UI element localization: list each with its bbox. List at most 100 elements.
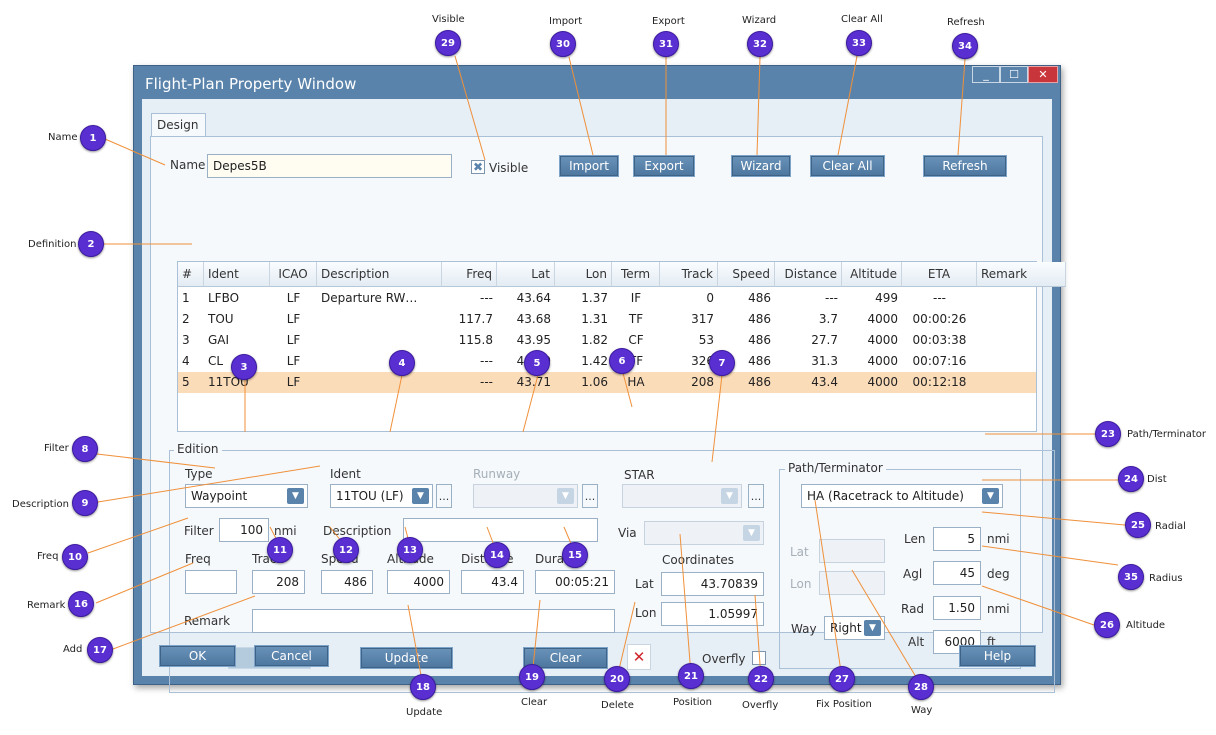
distance-input[interactable]: 43.4 [461, 570, 524, 594]
table-row[interactable]: 1 LFBO LF Departure RW… --- 43.64 1.37 IF 0 486 --… [178, 288, 1036, 309]
lon-input[interactable]: 1.05997 [661, 602, 764, 626]
table-cell: LFBO [208, 291, 240, 305]
table-cell: TOU [208, 312, 234, 326]
table-cell: 43.71 [516, 375, 551, 389]
table-cell: 00:12:18 [912, 375, 967, 389]
table-cell: 2 [182, 312, 190, 326]
ident-combo[interactable]: 11TOU (LF) ▼ [330, 484, 433, 508]
type-combo[interactable]: Waypoint ▼ [185, 484, 308, 508]
design-panel: Name Depes5B ✖ Visible Import Export Wiz… [150, 136, 1066, 693]
callout-badge: 22 [748, 666, 774, 692]
table-row[interactable]: 4CLLF---44.391.42TF32648631.3400000:07:1… [178, 351, 1036, 372]
column-header[interactable]: Track [660, 262, 718, 287]
track-input[interactable]: 208 [252, 570, 305, 594]
filter-label: Filter [184, 524, 214, 538]
clear-all-button[interactable]: Clear All [810, 155, 885, 177]
column-header[interactable]: Speed [718, 262, 775, 287]
table-cell: 499 [875, 291, 898, 305]
wizard-button[interactable]: Wizard [731, 155, 791, 177]
visible-checkbox[interactable]: ✖ [471, 160, 485, 174]
callout-badge: 5 [524, 350, 550, 376]
type-value: Waypoint [191, 489, 248, 503]
callout-badge: 1 [80, 125, 106, 151]
clear-button[interactable]: Clear [523, 647, 608, 669]
flight-plan-grid[interactable]: # Ident ICAO Description Freq Lat Lon Term Track… [177, 261, 1066, 432]
chevron-down-icon: ▼ [557, 488, 574, 504]
maximize-button[interactable]: ☐ [1000, 66, 1028, 83]
callout-badge: 4 [389, 350, 415, 376]
update-button[interactable]: Update [360, 647, 453, 669]
column-header[interactable]: Remark [977, 262, 1066, 287]
chevron-down-icon: ▼ [743, 525, 760, 541]
column-header[interactable]: Lat [497, 262, 555, 287]
table-cell: 1.82 [581, 333, 608, 347]
name-input[interactable]: Depes5B [207, 154, 452, 178]
star-more-button[interactable]: ... [748, 484, 764, 508]
agl-unit: deg [987, 567, 1010, 581]
fix-lon-label: Lon [790, 577, 812, 591]
callout-badge: 19 [519, 664, 545, 690]
help-button[interactable]: Help [959, 645, 1036, 667]
column-header[interactable]: Distance [775, 262, 842, 287]
table-cell: 00:00:26 [912, 312, 967, 326]
column-header[interactable]: # [178, 262, 204, 287]
way-combo[interactable]: Right ▼ [824, 616, 885, 640]
callout-badge: 10 [62, 544, 88, 570]
path-terminator-combo[interactable]: HA (Racetrack to Altitude) ▼ [801, 484, 1003, 508]
table-row[interactable]: 2 TOU LF 117.7 43.68 1.31 TF 317 486 3.7 4000 00:00… [178, 309, 1036, 330]
runway-more-button[interactable]: ... [582, 484, 598, 508]
duration-input[interactable]: 00:05:21 [535, 570, 615, 594]
ident-more-button[interactable]: ... [436, 484, 452, 508]
callout-badge: 34 [952, 33, 978, 59]
callout-caption: Filter [44, 443, 69, 454]
callout-caption: Description [12, 499, 69, 510]
remark-input[interactable] [252, 609, 615, 633]
column-header[interactable]: Ident [204, 262, 270, 287]
len-label: Len [904, 532, 926, 546]
ok-button[interactable]: OK [159, 645, 236, 667]
filter-input[interactable]: 100 [219, 518, 269, 542]
rad-input[interactable]: 1.50 [933, 596, 981, 620]
delete-icon[interactable]: ✕ [627, 644, 651, 670]
chevron-down-icon: ▼ [721, 488, 738, 504]
lat-label: Lat [635, 577, 654, 591]
callout-badge: 28 [908, 674, 934, 700]
callout-badge: 2 [78, 231, 104, 257]
minimize-button[interactable]: _ [972, 66, 1000, 83]
callout-badge: 11 [267, 537, 293, 563]
import-button[interactable]: Import [559, 155, 619, 177]
column-header[interactable]: ETA [902, 262, 977, 287]
agl-label: Agl [903, 567, 923, 581]
lat-input[interactable]: 43.70839 [661, 572, 764, 596]
column-header[interactable]: Term [612, 262, 660, 287]
cancel-button[interactable]: Cancel [254, 645, 329, 667]
column-header[interactable]: ICAO [270, 262, 317, 287]
close-button[interactable]: ✕ [1028, 66, 1058, 83]
callout-badge: 13 [397, 537, 423, 563]
callout-badge: 23 [1095, 421, 1121, 447]
table-cell [977, 309, 1066, 330]
table-row[interactable]: 5 11TOU LF --- 43.71 1.06 HA 208 486 43.4 4000 00:1… [178, 372, 1036, 393]
callout-badge: 35 [1118, 564, 1144, 590]
column-header[interactable]: Description [317, 262, 442, 287]
flight-plan-property-window: Flight-Plan Property Window _ ☐ ✕ Design… [133, 65, 1066, 693]
column-header[interactable]: Lon [555, 262, 612, 287]
table-cell: --- [825, 291, 838, 305]
table-cell: CL [208, 354, 224, 368]
column-header[interactable]: Freq [442, 262, 497, 287]
callout-badge: 29 [435, 30, 461, 56]
column-header[interactable]: Altitude [842, 262, 902, 287]
overfly-checkbox[interactable] [752, 651, 766, 665]
export-button[interactable]: Export [633, 155, 695, 177]
coordinates-label: Coordinates [662, 553, 735, 567]
table-cell: 4 [182, 354, 190, 368]
description-input[interactable] [403, 518, 598, 542]
speed-input[interactable]: 486 [321, 570, 373, 594]
altitude-input[interactable]: 4000 [387, 570, 450, 594]
refresh-button[interactable]: Refresh [923, 155, 1007, 177]
len-input[interactable]: 5 [933, 527, 981, 551]
freq-input[interactable] [185, 570, 237, 594]
tab-design[interactable]: Design [151, 113, 206, 137]
agl-input[interactable]: 45 [933, 561, 981, 585]
table-row[interactable]: 3 GAI LF 115.8 43.95 1.82 CF 53 486 27.7 4000 00:03… [178, 330, 1036, 351]
